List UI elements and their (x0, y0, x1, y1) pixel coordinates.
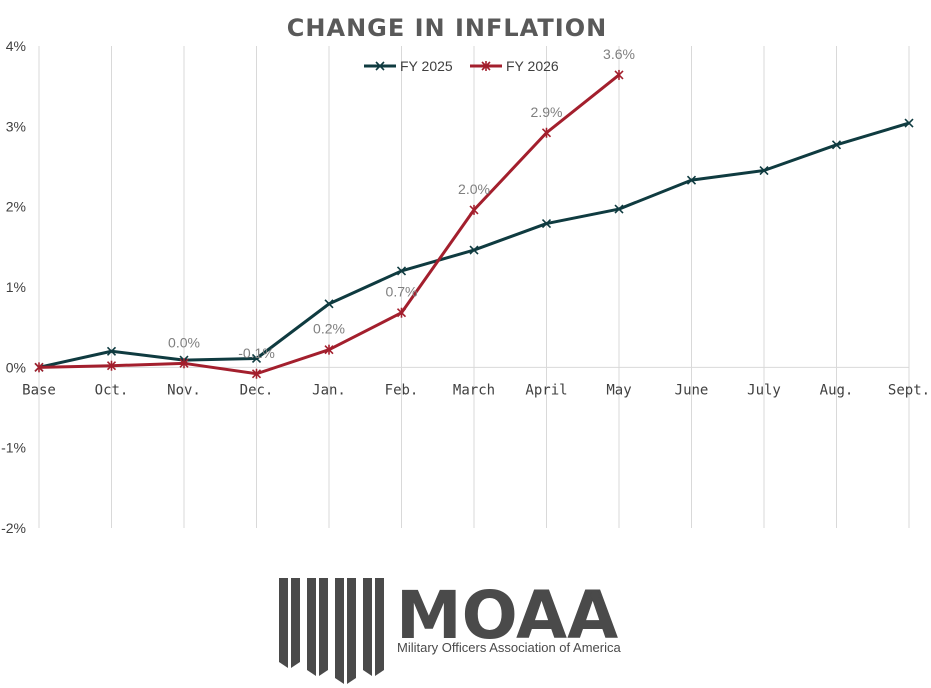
series-marker (469, 204, 479, 215)
data-label: -0.1% (238, 345, 275, 361)
x-tick-label: July (747, 382, 781, 398)
series-group (34, 69, 914, 379)
x-axis: Base Oct. Nov. Dec. Jan. Feb. March April May Jun… (22, 382, 930, 398)
y-tick-label: 3% (6, 118, 26, 134)
y-tick-label: 4% (6, 38, 26, 54)
y-tick-label: 2% (6, 199, 26, 215)
series-marker (251, 353, 262, 364)
x-tick-label: Aug. (820, 382, 854, 398)
logo-bar (307, 578, 316, 676)
x-tick-label: Nov. (167, 382, 201, 398)
series-marker (831, 140, 842, 150)
data-label: 2.9% (531, 104, 563, 120)
x-tick-label: Base (22, 382, 56, 398)
series-marker (179, 358, 189, 369)
logo-bar (375, 578, 384, 676)
legend-label: FY 2025 (400, 58, 453, 74)
brand-registered: ® (590, 587, 601, 603)
x-tick-label: April (525, 382, 567, 398)
series-marker (396, 266, 407, 276)
series-marker (375, 61, 385, 71)
x-tick-label: June (675, 382, 709, 398)
data-label: 0.7% (386, 284, 418, 300)
series-marker (106, 346, 117, 356)
x-tick-label: Jan. (312, 382, 346, 398)
x-tick-label: May (606, 382, 631, 398)
data-labels: 0.0% -0.1% 0.2% 0.7% 2.0% 2.9% 3.6% (168, 46, 635, 361)
legend-label: FY 2026 (506, 58, 559, 74)
moaa-logo: MOAA ® Military Officers Association of … (279, 577, 621, 684)
series-marker (396, 307, 407, 318)
series-marker (904, 118, 914, 128)
data-label: 3.6% (603, 46, 635, 62)
series-marker (614, 204, 624, 214)
data-label: 0.0% (168, 334, 200, 350)
brand-name: MOAA (396, 577, 618, 654)
series-marker (324, 299, 334, 309)
gridlines (38, 46, 910, 528)
x-tick-label: Oct. (95, 382, 129, 398)
series-marker (686, 175, 697, 185)
series-marker (614, 69, 624, 80)
data-label: 2.0% (458, 181, 490, 197)
series-marker (106, 360, 117, 371)
series-marker (481, 61, 491, 71)
logo-bar (363, 578, 372, 676)
y-tick-label: 0% (6, 359, 26, 375)
data-label: 0.2% (313, 321, 345, 337)
series-marker (469, 245, 479, 255)
y-tick-label: 1% (6, 279, 26, 295)
series-marker (541, 127, 552, 138)
logo-bar (291, 578, 300, 668)
x-tick-label: Feb. (385, 382, 419, 398)
logo-bar (279, 578, 288, 668)
brand-tagline: Military Officers Association of America (397, 640, 621, 655)
logo-bars-icon (279, 578, 384, 684)
legend: FY 2025 FY 2026 (364, 58, 559, 74)
y-tick-label: -1% (1, 440, 26, 456)
logo-bar (347, 578, 356, 684)
series-marker (251, 368, 262, 379)
series-marker (759, 165, 769, 176)
x-tick-label: Sept. (888, 382, 930, 398)
y-axis: -2% -1% 0% 1% 2% 3% 4% (1, 38, 26, 536)
series-marker (324, 344, 334, 355)
series-marker (541, 218, 552, 229)
x-tick-label: Dec. (240, 382, 274, 398)
x-tick-label: March (453, 382, 495, 398)
logo-bar (335, 578, 344, 684)
chart-title: CHANGE IN INFLATION (287, 14, 607, 42)
y-tick-label: -2% (1, 520, 26, 536)
logo-bar (319, 578, 328, 676)
series-marker (34, 362, 44, 373)
